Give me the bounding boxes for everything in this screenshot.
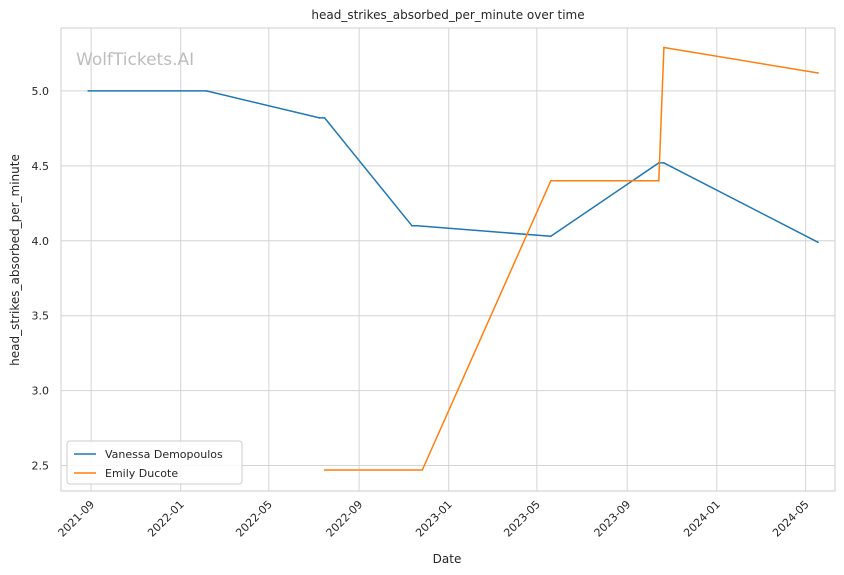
data-point — [87, 90, 89, 92]
x-tick-label: 2021-09 — [56, 498, 98, 540]
y-axis-label: head_strikes_absorbed_per_minute — [8, 154, 22, 366]
x-tick-label: 2024-05 — [770, 498, 812, 540]
data-point — [318, 117, 321, 119]
grid-lines — [61, 28, 835, 491]
x-axis-label: Date — [433, 552, 462, 566]
data-point — [817, 241, 819, 244]
y-tick-label: 2.5 — [32, 460, 50, 473]
y-tick-label: 4.0 — [32, 235, 50, 248]
series-line-2 — [324, 46, 819, 471]
chart-title: head_strikes_absorbed_per_minute over ti… — [311, 8, 584, 22]
x-tick-label: 2023-01 — [413, 498, 455, 540]
data-point — [416, 224, 418, 227]
watermark: WolfTickets.AI — [76, 50, 194, 70]
data-point — [663, 162, 665, 164]
legend-label: Vanessa Demopoulos — [105, 448, 223, 461]
legend-label: Emily Ducote — [105, 467, 178, 480]
data-point — [205, 90, 208, 92]
data-point — [550, 235, 552, 238]
x-tick-label: 2022-05 — [233, 498, 275, 540]
data-point — [323, 117, 326, 119]
x-tick-label: 2023-09 — [592, 498, 634, 540]
x-tick-label: 2024-01 — [681, 498, 723, 540]
series-line-1 — [88, 90, 819, 243]
legend-box — [66, 440, 243, 485]
data-point — [657, 180, 660, 182]
data-point — [323, 469, 326, 471]
series-layer — [87, 46, 819, 471]
x-tick-labels: 2021-09 2022-01 2022-05 2022-09 2023-01 2023-… — [56, 498, 812, 540]
data-point — [421, 469, 424, 471]
data-point — [411, 224, 413, 227]
legend: Vanessa Demopoulos Emily Ducote — [66, 440, 243, 485]
data-point — [550, 180, 552, 182]
data-point — [663, 46, 665, 49]
data-point — [817, 72, 819, 74]
x-tick-label: 2022-01 — [145, 498, 187, 540]
x-tick-label: 2023-05 — [501, 498, 543, 540]
y-tick-label: 4.5 — [32, 160, 50, 173]
y-tick-label: 3.5 — [32, 310, 50, 323]
y-tick-labels: 2.5 3.0 3.5 4.0 4.5 5.0 — [32, 85, 50, 473]
y-tick-label: 5.0 — [32, 85, 50, 98]
plot-area — [60, 27, 836, 492]
x-tick-label: 2022-09 — [324, 498, 366, 540]
y-tick-label: 3.0 — [32, 385, 50, 398]
